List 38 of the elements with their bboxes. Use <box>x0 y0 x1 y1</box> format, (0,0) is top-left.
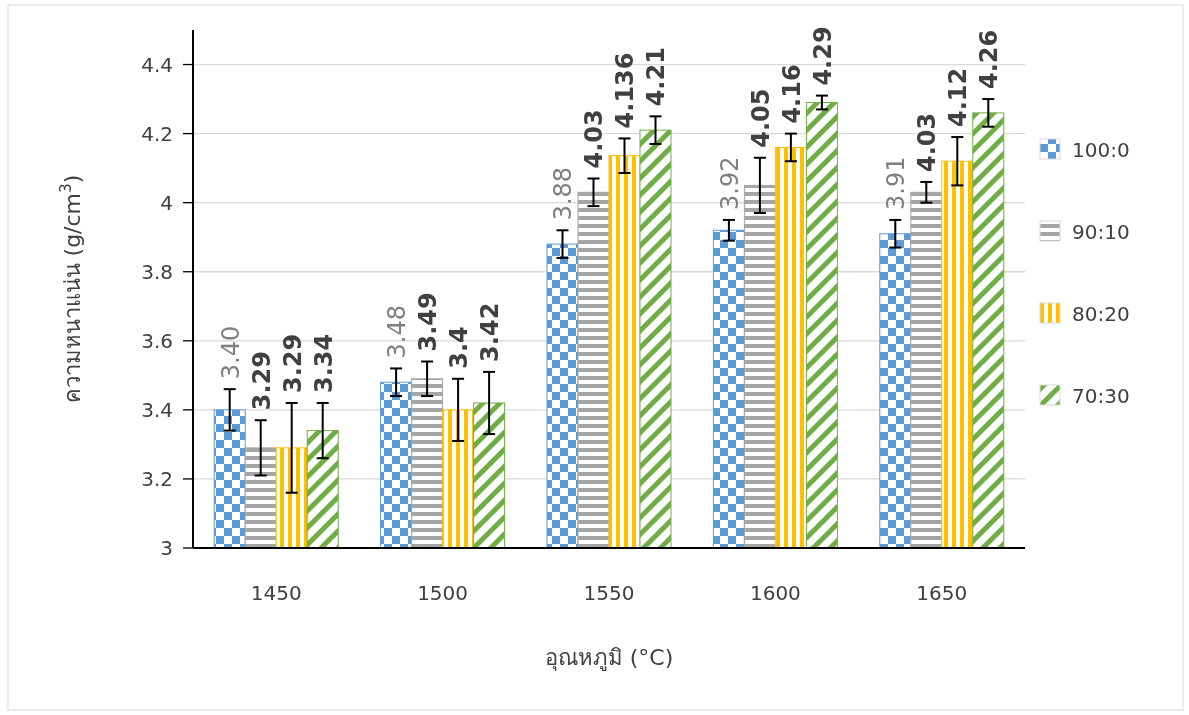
data-label: 3.40 <box>216 325 245 380</box>
y-tick-label: 3.6 <box>141 328 173 353</box>
data-label: 4.16 <box>777 64 806 124</box>
data-label: 3.4 <box>445 326 474 369</box>
legend-label: 80:20 <box>1072 302 1130 326</box>
x-tick-label: 1550 <box>583 581 635 605</box>
y-tick-label: 3.2 <box>141 466 173 491</box>
x-tick-label: 1500 <box>417 581 469 605</box>
data-label: 3.49 <box>414 292 443 352</box>
y-tick-label: 4 <box>160 190 173 215</box>
x-tick-label: 1600 <box>749 581 801 605</box>
data-label: 4.29 <box>808 26 837 86</box>
legend-label: 70:30 <box>1072 384 1130 408</box>
y-tick-label: 3.4 <box>141 397 173 422</box>
data-label: 3.92 <box>715 156 744 210</box>
data-label: 3.42 <box>476 302 505 362</box>
data-label: 3.88 <box>549 166 578 221</box>
legend-label: 90:10 <box>1072 220 1130 244</box>
data-label: 3.91 <box>882 156 911 210</box>
data-label: 4.136 <box>611 52 640 129</box>
legend-label: 100:0 <box>1072 138 1130 162</box>
x-tick-label: 1450 <box>250 581 302 605</box>
y-tick-label: 4.2 <box>141 121 173 146</box>
data-label: 3.29 <box>247 351 276 411</box>
data-label: 4.26 <box>975 29 1004 90</box>
data-label: 3.48 <box>383 304 412 359</box>
data-label: 4.05 <box>746 88 775 148</box>
data-label: 4.03 <box>580 109 609 169</box>
y-tick-label: 3 <box>160 536 173 560</box>
x-tick-label: 1650 <box>916 581 968 605</box>
data-label: 3.29 <box>278 333 307 393</box>
y-tick-label: 4.4 <box>141 52 173 77</box>
data-label: 4.12 <box>944 67 973 128</box>
data-label: 4.03 <box>913 112 942 172</box>
data-label: 3.34 <box>309 333 338 393</box>
y-tick-label: 3.8 <box>141 259 173 284</box>
data-label: 4.21 <box>642 47 671 107</box>
x-axis-title: อุณหภูมิ (°C) <box>544 645 674 671</box>
